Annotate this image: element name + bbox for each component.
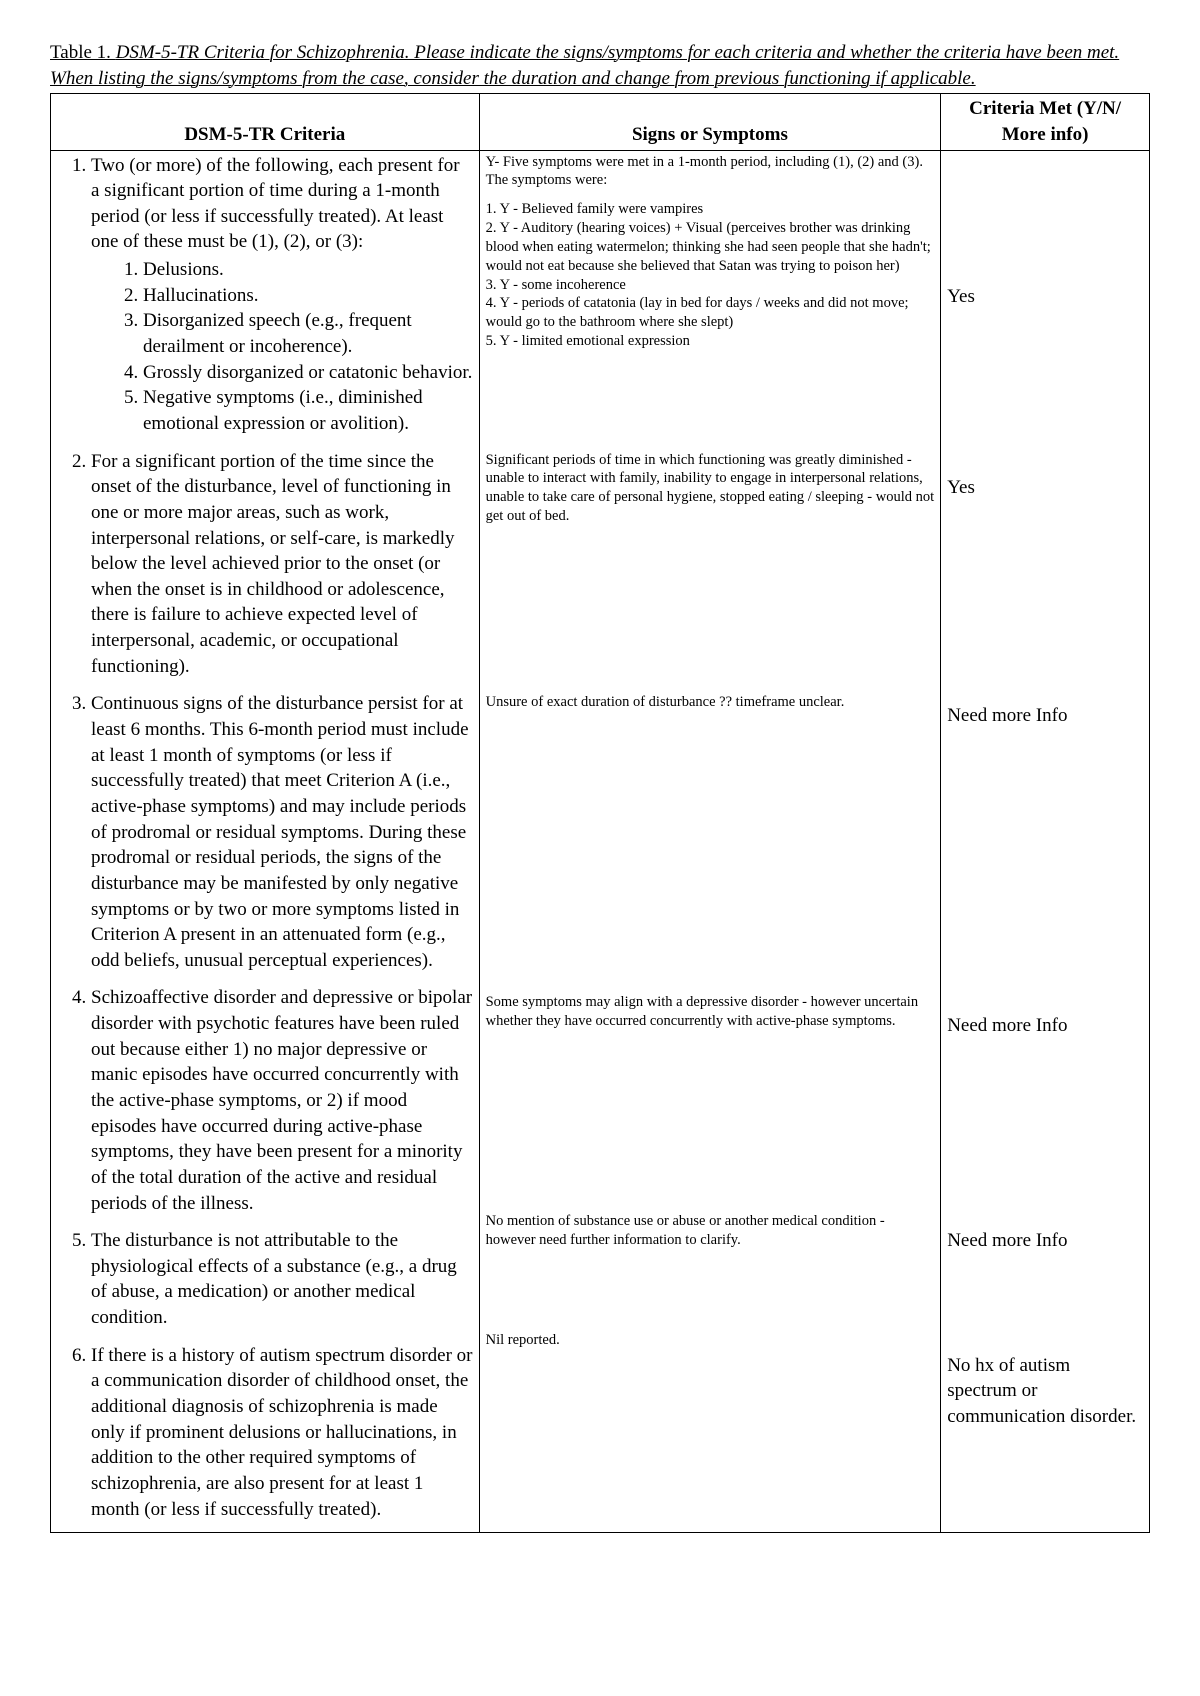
signs-text: Unsure of exact duration of disturbance …: [486, 693, 935, 712]
signs-line: 1. Y - Believed family were vampires: [486, 200, 935, 219]
criteria-text: If there is a history of autism spectrum…: [91, 1343, 473, 1522]
table-row: Continuous signs of the disturbance pers…: [51, 689, 1150, 983]
sub-criteria: Negative symptoms (i.e., diminished emot…: [143, 385, 473, 436]
caption-label: Table 1.: [50, 42, 116, 63]
criteria-text: Schizoaffective disorder and depressive …: [91, 985, 473, 1216]
criteria-cell: Continuous signs of the disturbance pers…: [51, 689, 480, 983]
sub-criteria: Delusions.: [143, 257, 473, 283]
met-cell: Need more Info: [941, 1226, 1150, 1341]
criteria-cell: For a significant portion of the time si…: [51, 447, 480, 690]
criteria-text: For a significant portion of the time si…: [91, 449, 473, 680]
table-row: If there is a history of autism spectrum…: [51, 1341, 1150, 1533]
header-met: Criteria Met (Y/N/ More info): [941, 94, 1150, 150]
signs-cell: Significant periods of time in which fun…: [479, 447, 941, 690]
criteria-text: Continuous signs of the disturbance pers…: [91, 691, 473, 973]
signs-line: 2. Y - Auditory (hearing voices) + Visua…: [486, 219, 935, 276]
table-row: Schizoaffective disorder and depressive …: [51, 983, 1150, 1226]
criteria-text: The disturbance is not attributable to t…: [91, 1228, 473, 1331]
met-cell: Need more Info: [941, 983, 1150, 1226]
criteria-table: DSM-5-TR Criteria Signs or Symptoms Crit…: [50, 93, 1150, 1533]
met-cell: No hx of autism spectrum or communicatio…: [941, 1341, 1150, 1533]
signs-line: 4. Y - periods of catatonia (lay in bed …: [486, 294, 935, 332]
signs-cell: Unsure of exact duration of disturbance …: [479, 689, 941, 983]
met-value: No hx of autism spectrum or communicatio…: [947, 1355, 1136, 1427]
criteria-cell: Schizoaffective disorder and depressive …: [51, 983, 480, 1226]
met-value: Need more Info: [947, 1230, 1067, 1251]
met-value: Need more Info: [947, 705, 1067, 726]
met-value: Yes: [947, 286, 975, 307]
signs-text: Some symptoms may align with a depressiv…: [486, 993, 935, 1031]
header-criteria: DSM-5-TR Criteria: [51, 94, 480, 150]
criteria-text: Two (or more) of the following, each pre…: [91, 155, 460, 253]
table-row: For a significant portion of the time si…: [51, 447, 1150, 690]
caption-desc: DSM-5-TR Criteria for Schizophrenia. Ple…: [50, 42, 1119, 89]
signs-intro: Y- Five symptoms were met in a 1-month p…: [486, 153, 935, 191]
criteria-cell: Two (or more) of the following, each pre…: [51, 150, 480, 447]
sub-criteria: Grossly disorganized or catatonic behavi…: [143, 360, 473, 386]
criteria-cell: The disturbance is not attributable to t…: [51, 1226, 480, 1341]
met-value: Yes: [947, 477, 975, 498]
signs-cell: Some symptoms may align with a depressiv…: [479, 983, 941, 1226]
signs-line: 3. Y - some incoherence: [486, 276, 935, 295]
met-cell: Yes: [941, 150, 1150, 447]
signs-cell: Y- Five symptoms were met in a 1-month p…: [479, 150, 941, 447]
signs-line: 5. Y - limited emotional expression: [486, 332, 935, 351]
sub-criteria: Hallucinations.: [143, 283, 473, 309]
header-signs: Signs or Symptoms: [479, 94, 941, 150]
table-row: Two (or more) of the following, each pre…: [51, 150, 1150, 447]
met-cell: Need more Info: [941, 689, 1150, 983]
sub-criteria: Disorganized speech (e.g., frequent dera…: [143, 308, 473, 359]
signs-cell: Nil reported.: [479, 1327, 941, 1519]
table-row: The disturbance is not attributable to t…: [51, 1226, 1150, 1341]
signs-cell: No mention of substance use or abuse or …: [479, 1212, 941, 1327]
signs-text: No mention of substance use or abuse or …: [486, 1212, 935, 1250]
table-caption: Table 1. DSM-5-TR Criteria for Schizophr…: [50, 40, 1150, 91]
signs-text: Nil reported.: [486, 1331, 935, 1350]
met-value: Need more Info: [947, 1015, 1067, 1036]
signs-text: Significant periods of time in which fun…: [486, 451, 935, 526]
criteria-cell: If there is a history of autism spectrum…: [51, 1341, 480, 1533]
met-cell: Yes: [941, 447, 1150, 690]
